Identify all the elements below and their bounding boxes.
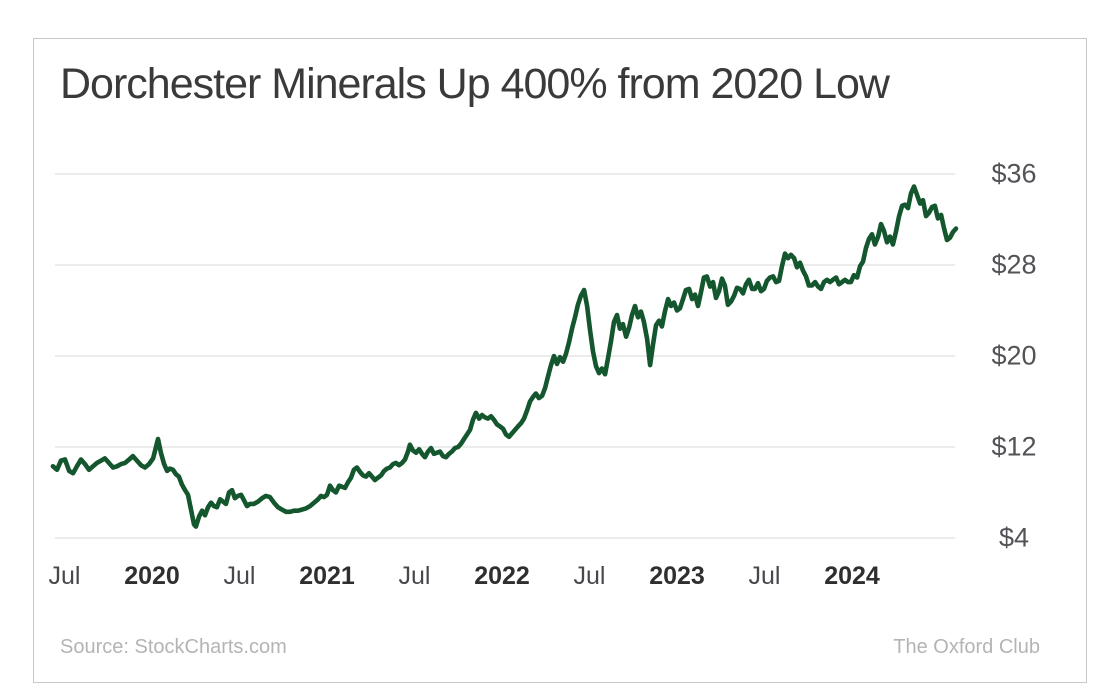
brand-credit: The Oxford Club	[893, 636, 1040, 658]
y-tick-label-28: $28	[991, 249, 1037, 280]
x-tick-label-Jul-2023.5: Jul	[748, 562, 781, 590]
x-tick-label-2022-2022: 2022	[474, 562, 530, 590]
chart-title: Dorchester Minerals Up 400% from 2020 Lo…	[60, 60, 890, 108]
y-tick-label-20: $20	[991, 340, 1037, 371]
x-tick-label-2021-2021: 2021	[299, 562, 355, 590]
x-tick-label-Jul-2022.5: Jul	[573, 562, 606, 590]
x-tick-label-2024-2024: 2024	[824, 562, 880, 590]
x-tick-label-2023-2023: 2023	[649, 562, 705, 590]
x-tick-label-Jul-2020.5: Jul	[223, 562, 256, 590]
x-tick-label-Jul-2019.5: Jul	[48, 562, 81, 590]
source-credit: Source: StockCharts.com	[60, 636, 287, 658]
y-tick-label-12: $12	[991, 431, 1037, 462]
x-tick-label-2020-2020: 2020	[124, 562, 180, 590]
price-line	[50, 184, 959, 529]
y-tick-label-36: $36	[991, 158, 1037, 189]
y-tick-label-4: $4	[998, 522, 1030, 553]
x-tick-label-Jul-2021.5: Jul	[398, 562, 431, 590]
